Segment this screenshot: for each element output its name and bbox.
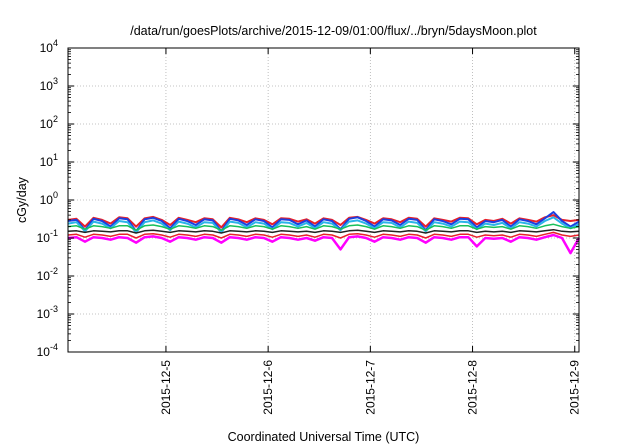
series-line-3	[67, 216, 580, 234]
series-line-7	[67, 233, 581, 255]
y-tick-label: 101	[40, 152, 58, 169]
series-line-6	[67, 231, 580, 239]
y-tick-label: 100	[40, 190, 58, 207]
x-axis: 2015-12-5 2015-12-6 2015-12-7 2015-12-8 2015…	[159, 48, 582, 415]
y-tick-label: 104	[40, 38, 58, 55]
x-tick-label: 2015-12-6	[261, 360, 275, 415]
x-tick-label: 2015-12-7	[363, 360, 377, 415]
y-tick-label: 10-3	[37, 304, 58, 321]
y-axis: 10-4 10-3 10-2 10-1 100 101 102 103 104	[37, 38, 579, 359]
x-axis-label: Coordinated Universal Time (UTC)	[228, 430, 420, 444]
series-line-2	[67, 211, 580, 233]
x-tick-label: 2015-12-8	[466, 360, 480, 415]
x-tick-label: 2015-12-5	[159, 360, 173, 415]
y-tick-label: 10-4	[37, 342, 58, 359]
grid	[68, 48, 579, 352]
y-tick-label: 10-1	[37, 228, 58, 245]
series-line-4	[67, 223, 580, 231]
y-axis-label: cGy/day	[15, 176, 29, 223]
chart-title: /data/run/goesPlots/archive/2015-12-09/0…	[130, 24, 537, 38]
series-line-5	[67, 228, 580, 234]
x-tick-label: 2015-12-9	[568, 360, 582, 415]
y-tick-label: 102	[40, 114, 58, 131]
y-tick-label: 103	[40, 76, 58, 93]
y-tick-label: 10-2	[37, 266, 58, 283]
data-series	[67, 211, 581, 255]
